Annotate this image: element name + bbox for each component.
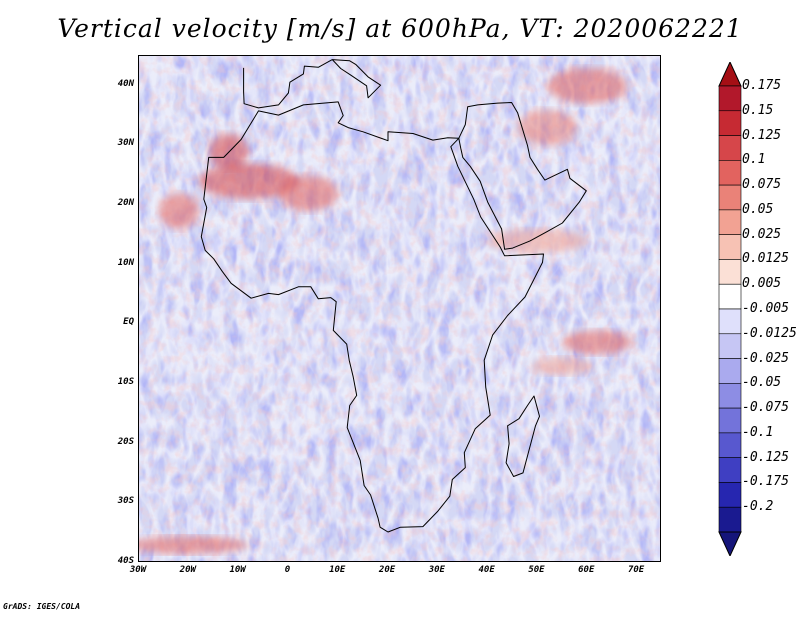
colorbar-segment <box>718 135 742 161</box>
colorbar-tick-label: -0.125 <box>742 449 789 465</box>
lon-tick-label: 10E <box>329 565 346 575</box>
colorbar-segment <box>718 432 742 458</box>
red-noise-field <box>139 56 660 561</box>
lon-tick-label: 20W <box>179 565 196 575</box>
map-panel <box>138 55 661 562</box>
updraft-region <box>158 193 199 229</box>
lon-tick-label: 10W <box>229 565 246 575</box>
colorbar-tick-label: -0.1 <box>742 424 774 440</box>
lat-tick-label: 30S <box>117 496 134 507</box>
colorbar-segment <box>718 333 742 359</box>
colorbar-tick-label: 0.175 <box>742 78 782 93</box>
colorbar-tick-label: 0.075 <box>742 177 782 193</box>
colorbar-tick-label: 0.025 <box>742 226 782 242</box>
colorbar-segment <box>718 184 742 211</box>
lon-tick-label: 70E <box>627 565 645 575</box>
colorbar-tick-label: -0.2 <box>742 499 774 515</box>
updraft-region <box>532 357 593 376</box>
colorbar-tick-label: 0.1 <box>742 152 766 168</box>
colorbar-tick-label: -0.0125 <box>742 325 797 341</box>
lat-tick-label: EQ <box>123 317 134 328</box>
colorbar-segment <box>718 457 742 483</box>
madagascar-coastline <box>505 395 540 477</box>
arabia-coastline <box>458 102 587 250</box>
lon-tick-label: 20E <box>378 565 396 575</box>
colorbar-tick-label: 0.0125 <box>742 251 789 267</box>
lon-tick-label: 50E <box>528 565 545 575</box>
lon-tick-label: 40E <box>478 565 495 575</box>
colorbar-tick-label: 0.005 <box>742 276 782 292</box>
lon-tick-label: 30W <box>129 565 147 575</box>
colorbar-tick-label: -0.075 <box>742 400 789 416</box>
colorbar-segment <box>718 85 742 112</box>
grads-credit: GrADS: IGES/COLA <box>3 602 81 611</box>
lon-tick-label: 30E <box>428 565 445 575</box>
colorbar-tick-label: -0.05 <box>742 375 782 391</box>
colorbar-tick-label: 0.15 <box>742 102 774 118</box>
updraft-region <box>517 109 578 146</box>
colorbar-bottom-arrow <box>718 531 742 556</box>
lat-tick-label: 10N <box>117 257 134 268</box>
lat-tick-label: 40S <box>117 556 134 566</box>
colorbar-segment <box>718 407 742 434</box>
africa-coastline <box>200 101 544 533</box>
colorbar-segment <box>718 259 742 285</box>
lat-tick-label: 40N <box>117 78 134 89</box>
updraft-region <box>198 163 299 200</box>
updraft-region <box>208 133 249 170</box>
lon-tick-label: 60E <box>578 565 595 575</box>
lat-tick-label: 30N <box>117 138 134 149</box>
colorbar-tick-label: -0.005 <box>742 301 789 316</box>
coastlines <box>200 59 587 533</box>
updraft-region <box>278 175 339 212</box>
updraft-region <box>547 67 628 104</box>
updraft-regions <box>139 67 633 555</box>
colorbar-top-arrow <box>718 62 742 87</box>
lat-tick-label: 10S <box>117 377 134 388</box>
vertical-velocity-map <box>139 56 660 561</box>
lat-tick-label: 20S <box>117 436 134 447</box>
colorbar-segment <box>718 283 742 310</box>
colorbar-segment <box>718 160 742 186</box>
colorbar-tick-label: -0.025 <box>742 350 789 366</box>
lon-tick-label: 0 <box>284 565 291 575</box>
colorbar-segment <box>718 383 742 409</box>
colorbar-segment <box>718 482 742 508</box>
colorbar-segment <box>718 506 742 533</box>
lat-tick-label: 20N <box>117 198 134 209</box>
colorbar-segment <box>718 308 742 335</box>
colorbar-segment <box>718 110 742 136</box>
europe-coastline <box>243 59 382 109</box>
plot-title: Vertical velocity [m/s] at 600hPa, VT: 2… <box>57 14 743 43</box>
colorbar-segment <box>718 234 742 260</box>
updraft-region <box>139 536 249 555</box>
updraft-region <box>487 228 588 253</box>
colorbar-segment <box>718 358 742 384</box>
colorbar <box>718 62 742 556</box>
colorbar-tick-label: -0.175 <box>742 474 789 490</box>
updraft-region <box>562 330 633 355</box>
colorbar-tick-label: 0.125 <box>742 127 782 143</box>
colorbar-segment <box>718 209 742 235</box>
colorbar-tick-label: 0.05 <box>742 201 774 217</box>
